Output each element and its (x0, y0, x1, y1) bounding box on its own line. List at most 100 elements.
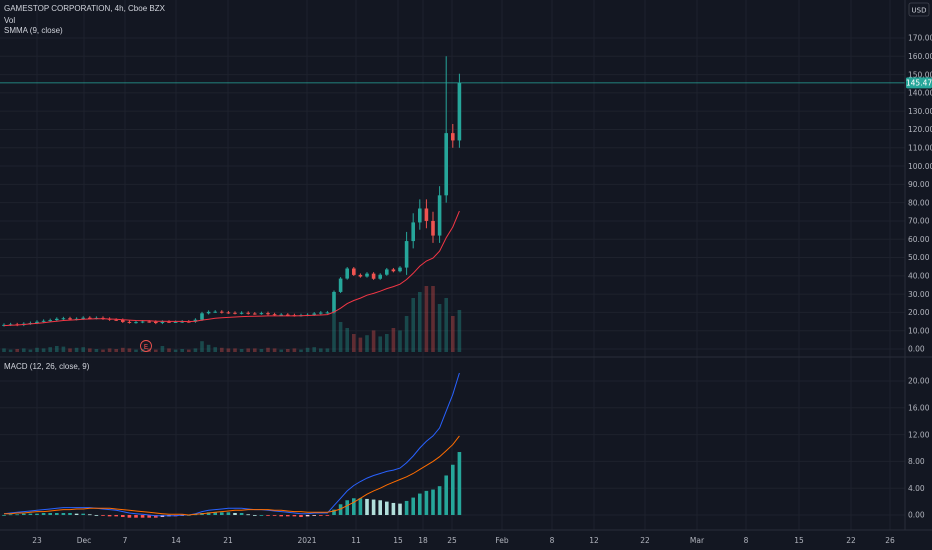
macd-histogram-bar (74, 513, 79, 515)
macd-histogram-bar (411, 497, 415, 515)
candle (253, 312, 257, 315)
volume-bar (107, 348, 112, 352)
volume-bar (200, 341, 204, 352)
candle (404, 231, 409, 275)
macd-histogram-bar (457, 452, 462, 515)
volume-bar (167, 348, 171, 352)
macd-histogram-bar (299, 515, 303, 518)
time-tick-label: 21 (223, 536, 233, 545)
macd-histogram-bar (81, 513, 85, 515)
macd-histogram-bar (55, 512, 59, 515)
price-pane[interactable] (0, 56, 905, 352)
volume-legend[interactable]: Vol (4, 16, 16, 25)
last-price-label: 145.47 (906, 79, 932, 88)
volume-bar (345, 328, 349, 352)
earnings-marker[interactable]: E (140, 340, 152, 352)
volume-bar (134, 349, 138, 352)
candle (55, 317, 59, 322)
volume-bar (365, 335, 369, 352)
volume-bar (94, 349, 99, 352)
macd-histogram-bar (272, 515, 277, 516)
macd-histogram-bar (246, 514, 250, 516)
smma-legend[interactable]: SMMA (9, close) (4, 26, 63, 35)
macd-histogram-bar (266, 515, 270, 516)
candle (266, 311, 270, 316)
time-tick-label: Feb (495, 536, 509, 545)
volume-bar (213, 347, 217, 352)
price-axis[interactable]: 0.00 10.00 20.00 30.00 40.00 50.00 60.00 70.00 8… (908, 34, 932, 354)
candle (246, 311, 250, 315)
candle (411, 213, 415, 249)
price-tick-label: 130.00 (908, 107, 932, 116)
macd-histogram-bar (121, 515, 125, 518)
macd-pane[interactable] (2, 372, 462, 518)
volume-bar (385, 334, 389, 352)
macd-tick-label: 8.00 (908, 457, 925, 466)
price-tick-label: 170.00 (908, 34, 932, 43)
volume-bar (48, 347, 52, 352)
macd-histogram-bar (239, 512, 244, 515)
candle (352, 267, 356, 277)
volume-bar (266, 347, 270, 352)
candle (325, 310, 330, 314)
macd-histogram-bar (35, 513, 39, 515)
macd-histogram-bar (338, 504, 343, 515)
time-tick-label: 18 (418, 536, 428, 545)
price-tick-label: 30.00 (908, 290, 930, 299)
macd-histogram-bar (378, 500, 382, 515)
macd-histogram-bar (41, 512, 46, 515)
price-tick-label: 60.00 (908, 235, 930, 244)
price-tick-label: 160.00 (908, 52, 932, 61)
price-tick-label: 100.00 (908, 162, 932, 171)
volume-bar (220, 347, 224, 352)
volume-bar (319, 348, 323, 352)
volume-bar (154, 349, 158, 352)
volume-bar (55, 346, 59, 352)
macd-legend[interactable]: MACD (12, 26, close, 9) (4, 362, 90, 371)
time-tick-label: 2021 (297, 536, 316, 545)
currency-badge[interactable]: USD (908, 2, 930, 17)
volume-bar (292, 348, 297, 352)
macd-histogram-bar (431, 489, 435, 515)
volume-bar (180, 349, 184, 352)
time-tick-label: 22 (640, 536, 650, 545)
candle (226, 310, 231, 314)
macd-histogram-bar (451, 464, 455, 515)
time-axis[interactable]: 23 Dec 7 14 21 2021 11 15 18 25 Feb 8 12 22 Mar 8 15 22 26 (32, 536, 895, 545)
time-tick-label: 25 (447, 536, 457, 545)
candle (200, 311, 204, 321)
candle (457, 73, 462, 148)
candle (424, 199, 429, 229)
time-tick-label: 15 (794, 536, 804, 545)
macd-histogram-bar (371, 499, 376, 515)
macd-histogram-bar (437, 486, 442, 515)
candle (365, 272, 369, 278)
macd-line (3, 372, 460, 517)
macd-histogram-bar (345, 500, 349, 515)
volume-bar (312, 347, 316, 352)
macd-histogram-bar (134, 515, 138, 518)
grid-lines (0, 0, 905, 530)
candle (338, 277, 343, 294)
earnings-marker-label: E (144, 343, 148, 351)
macd-histogram-bar (319, 515, 323, 516)
macd-histogram-bar (312, 515, 316, 516)
macd-histogram-bar (28, 513, 33, 515)
macd-histogram-bar (352, 498, 356, 515)
price-tick-label: 80.00 (908, 198, 930, 207)
price-tick-label: 10.00 (908, 326, 930, 335)
symbol-legend[interactable]: GAMESTOP CORPORATION, 4h, Cboe BZX (4, 4, 165, 13)
candle (319, 311, 323, 315)
macd-histogram-bar (259, 515, 264, 516)
macd-axis[interactable]: 0.00 4.00 8.00 12.00 16.00 20.00 (908, 377, 930, 520)
volume-bar (259, 349, 264, 352)
volume-bar (371, 330, 376, 352)
time-tick-label: 26 (885, 536, 895, 545)
volume-bar (173, 349, 178, 352)
volume-bar (41, 348, 46, 352)
volume-bar (378, 336, 382, 352)
volume-bar (444, 298, 448, 352)
volume-bar (127, 348, 132, 352)
price-tick-label: 90.00 (908, 180, 930, 189)
